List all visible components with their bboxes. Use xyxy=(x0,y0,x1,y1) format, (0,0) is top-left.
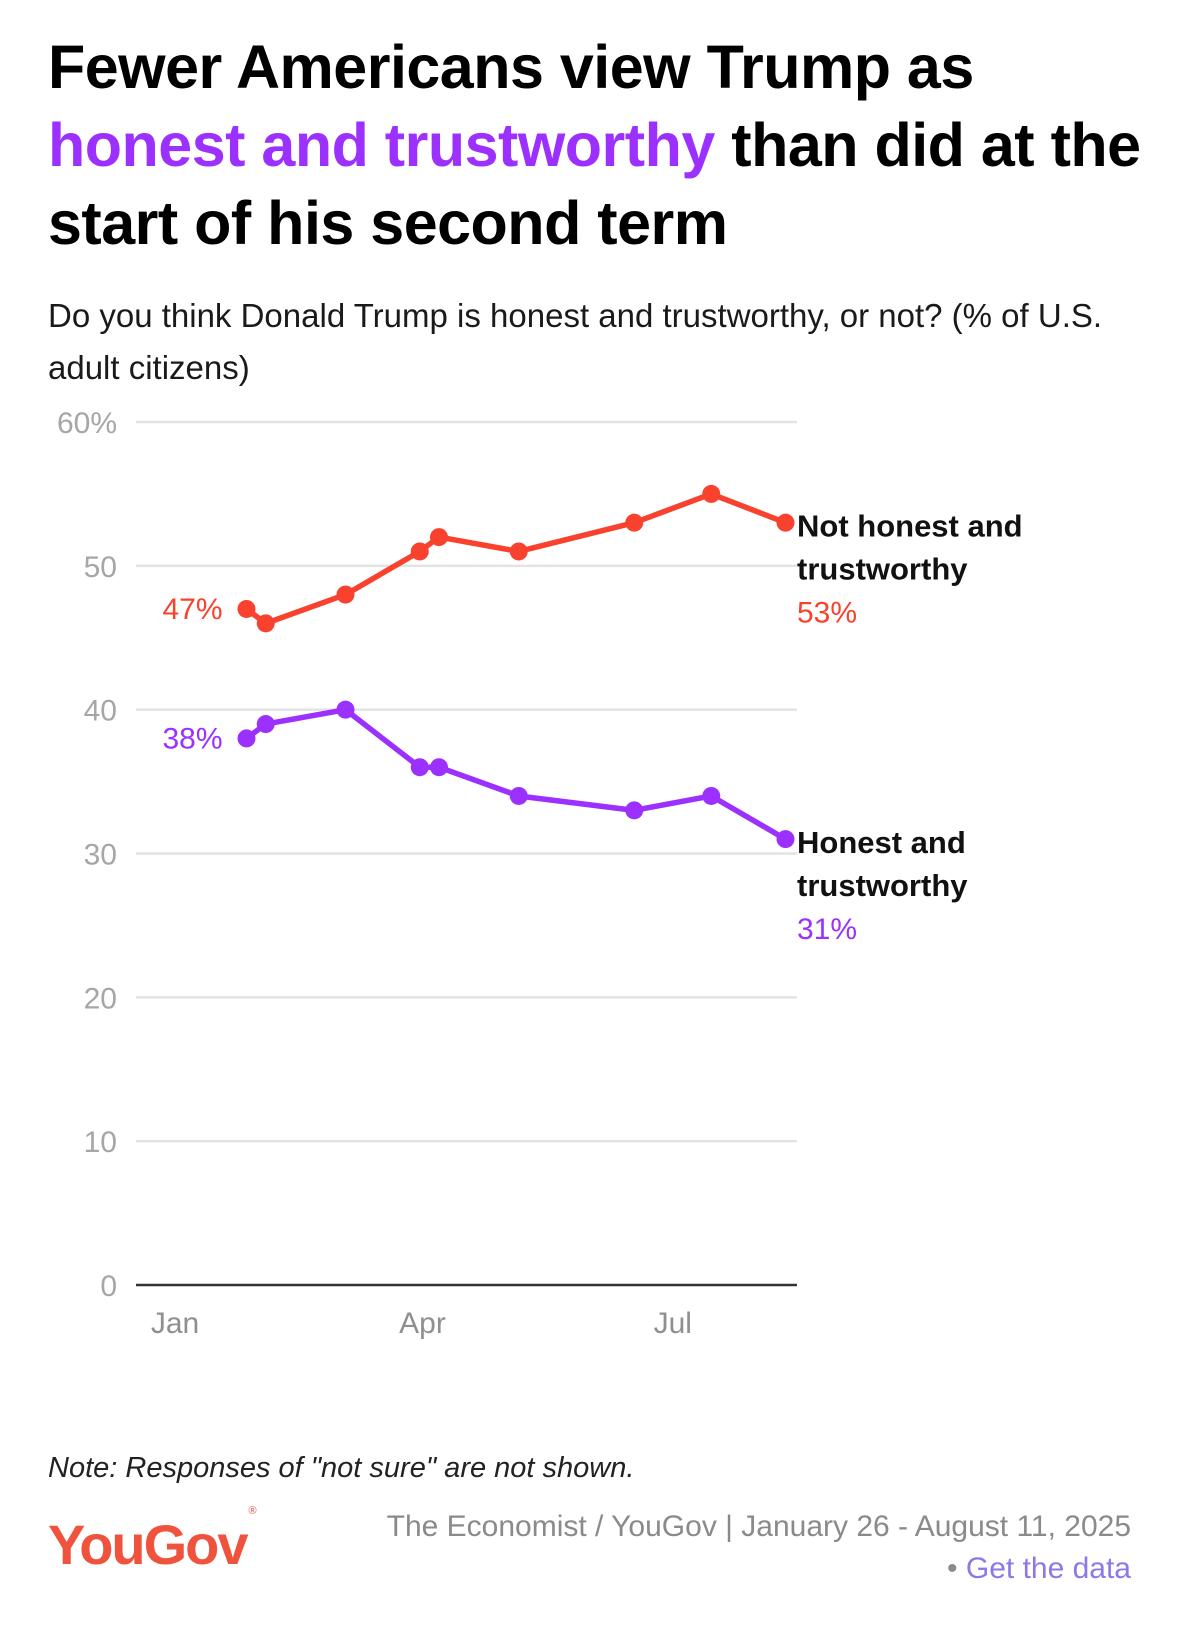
start-value-label: 47% xyxy=(162,593,222,626)
title-part-2: than did at the start of his second term xyxy=(48,111,1141,257)
series-name-label: Honest and trustworthy xyxy=(797,825,968,903)
chart-subtitle: Do you think Donald Trump is honest and … xyxy=(48,297,1103,386)
data-point xyxy=(410,542,429,561)
source-text: The Economist / YouGov | January 26 - Au… xyxy=(386,1510,1131,1585)
chart-note: Note: Responses of "not sure" are not sh… xyxy=(48,1452,635,1484)
data-point xyxy=(256,614,275,633)
y-tick-label: 0 xyxy=(100,1270,117,1303)
registered-mark: ® xyxy=(248,1505,257,1518)
y-tick-label: 60% xyxy=(57,407,117,440)
y-tick-label: 20 xyxy=(84,982,117,1015)
data-point xyxy=(237,599,256,618)
yougov-logo: YouGov® xyxy=(48,1505,257,1577)
data-point xyxy=(509,786,528,805)
data-point xyxy=(776,830,795,849)
data-point xyxy=(625,513,644,532)
x-tick-label: Apr xyxy=(399,1307,446,1340)
y-tick-label: 50 xyxy=(84,551,117,584)
data-point xyxy=(702,484,721,503)
x-tick-label: Jul xyxy=(654,1307,692,1340)
data-point xyxy=(776,513,795,532)
title-highlight: honest and trustworthy xyxy=(48,111,715,179)
data-point xyxy=(702,786,721,805)
data-point xyxy=(509,542,528,561)
data-point xyxy=(256,715,275,734)
data-point xyxy=(410,758,429,777)
logo-text: YouGov xyxy=(48,1513,249,1576)
source-credit: The Economist / YouGov | January 26 - Au… xyxy=(371,1506,1131,1590)
y-tick-label: 10 xyxy=(84,1126,117,1159)
data-point xyxy=(336,700,355,719)
data-point xyxy=(430,528,448,547)
data-point xyxy=(237,729,256,748)
series-line xyxy=(243,706,789,842)
data-point xyxy=(430,758,448,777)
x-tick-label: Jan xyxy=(151,1307,199,1340)
data-point xyxy=(625,801,644,820)
series-name-line: Honest and xyxy=(797,825,966,860)
chart-title: Fewer Americans view Trump as honest and… xyxy=(48,28,1148,262)
series-name-line: Not honest and xyxy=(797,509,1023,544)
series-name-line: trustworthy xyxy=(797,552,968,587)
y-tick-label: 40 xyxy=(84,695,117,728)
series-name-line: trustworthy xyxy=(797,868,968,903)
end-value-label: 53% xyxy=(797,597,857,630)
end-value-label: 31% xyxy=(797,913,857,946)
y-tick-label: 30 xyxy=(84,839,117,872)
get-the-data-link[interactable]: Get the data xyxy=(965,1552,1131,1585)
data-point xyxy=(336,585,355,604)
title-part-1: Fewer Americans view Trump as xyxy=(48,33,974,101)
start-value-label: 38% xyxy=(162,722,222,755)
line-chart: 60% 50 40 30 20 10 0 Jan Apr Jul 47% Not honest and… xyxy=(57,407,1023,1340)
series-name-label: Not honest and trustworthy xyxy=(797,509,1023,587)
